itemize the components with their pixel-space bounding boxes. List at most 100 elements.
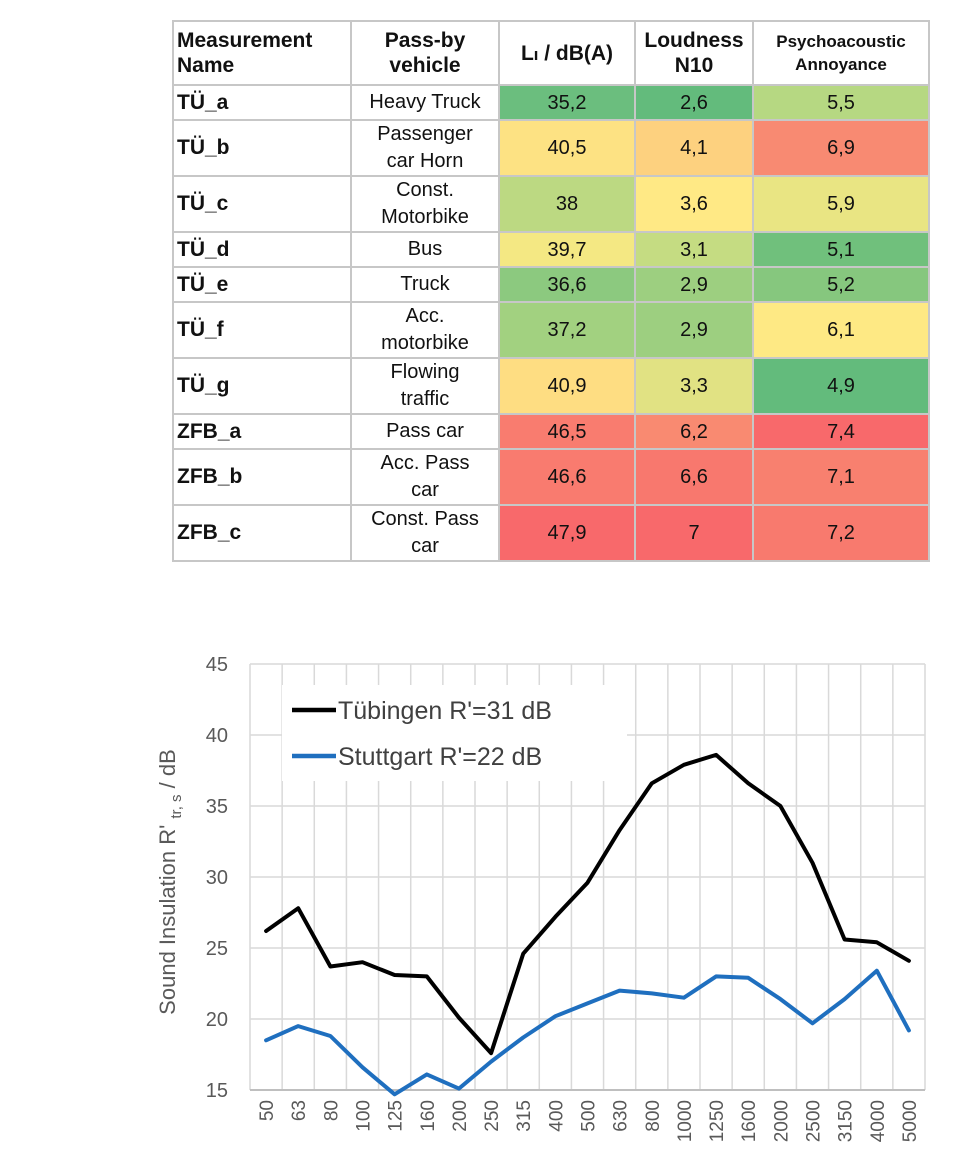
x-tick-label: 315: [514, 1100, 535, 1132]
x-tick-label: 5000: [900, 1100, 921, 1142]
x-tick-labels: 50 63 80 100 125 160 200 250 315 400 500 630 800 1000…: [257, 1100, 921, 1142]
table-row: TÜ_f Acc. motorbike 37,2 2,9 6,1: [172, 301, 930, 359]
cell-measurement-name: TÜ_b: [172, 119, 352, 177]
table-row: TÜ_d Bus 39,7 3,1 5,1: [172, 231, 930, 268]
table-body: TÜ_a Heavy Truck 35,2 2,6 5,5 TÜ_b Passenger ca…: [172, 84, 930, 562]
cell-measurement-name: TÜ_g: [172, 357, 352, 415]
x-tick-label: 3150: [836, 1100, 857, 1142]
x-tick-label: 1000: [675, 1100, 696, 1142]
cell-vehicle: Const. Motorbike: [350, 175, 500, 233]
header-level: Lₗ / dB(A): [498, 20, 636, 86]
y-tick-label: 20: [206, 1009, 228, 1031]
cell-vehicle: Acc. Pass car: [350, 448, 500, 506]
cell-level: 39,7: [498, 231, 636, 268]
cell-level: 47,9: [498, 504, 636, 562]
cell-loudness: 6,6: [634, 448, 754, 506]
cell-vehicle: Const. Pass car: [350, 504, 500, 562]
cell-vehicle: Passenger car Horn: [350, 119, 500, 177]
cell-measurement-name: TÜ_c: [172, 175, 352, 233]
header-annoyance: Psychoacoustic Annoyance: [752, 20, 930, 86]
cell-annoyance: 5,2: [752, 266, 930, 303]
table-row: TÜ_g Flowing traffic 40,9 3,3 4,9: [172, 357, 930, 415]
x-tick-label: 125: [386, 1100, 407, 1132]
cell-annoyance: 4,9: [752, 357, 930, 415]
cell-level: 46,6: [498, 448, 636, 506]
y-tick-label: 15: [206, 1080, 228, 1102]
cell-measurement-name: TÜ_e: [172, 266, 352, 303]
cell-loudness: 3,1: [634, 231, 754, 268]
chart-legend: Tübingen R'=31 dB Stuttgart R'=22 dB: [282, 685, 627, 781]
cell-measurement-name: TÜ_a: [172, 84, 352, 121]
x-tick-label: 4000: [868, 1100, 889, 1142]
table-row: ZFB_c Const. Pass car 47,9 7 7,2: [172, 504, 930, 562]
x-tick-label: 200: [450, 1100, 471, 1132]
x-tick-label: 63: [289, 1100, 310, 1121]
cell-measurement-name: TÜ_f: [172, 301, 352, 359]
y-tick-label: 35: [206, 796, 228, 818]
cell-loudness: 2,9: [634, 266, 754, 303]
cell-vehicle: Truck: [350, 266, 500, 303]
cell-annoyance: 6,9: [752, 119, 930, 177]
cell-loudness: 3,3: [634, 357, 754, 415]
cell-vehicle: Bus: [350, 231, 500, 268]
cell-vehicle: Acc. motorbike: [350, 301, 500, 359]
header-loudness: Loudness N10: [634, 20, 754, 86]
cell-annoyance: 5,1: [752, 231, 930, 268]
cell-measurement-name: ZFB_a: [172, 413, 352, 450]
cell-vehicle: Pass car: [350, 413, 500, 450]
x-tick-label: 100: [354, 1100, 375, 1132]
x-tick-label: 2000: [771, 1100, 792, 1142]
cell-vehicle: Flowing traffic: [350, 357, 500, 415]
table-row: ZFB_b Acc. Pass car 46,6 6,6 7,1: [172, 448, 930, 506]
x-tick-label: 1600: [739, 1100, 760, 1142]
cell-level: 37,2: [498, 301, 636, 359]
cell-annoyance: 6,1: [752, 301, 930, 359]
cell-measurement-name: ZFB_c: [172, 504, 352, 562]
cell-level: 38: [498, 175, 636, 233]
cell-loudness: 2,9: [634, 301, 754, 359]
cell-loudness: 4,1: [634, 119, 754, 177]
cell-level: 35,2: [498, 84, 636, 121]
legend-background: [282, 685, 627, 781]
table-row: TÜ_c Const. Motorbike 38 3,6 5,9: [172, 175, 930, 233]
sound-insulation-chart: 15 20 25 30 35 40 45 50 63 80 100 125 160 200 250 315 4…: [155, 654, 926, 1142]
x-tick-label: 50: [257, 1100, 278, 1121]
series-line-tubingen: [264, 752, 911, 1056]
x-tick-label: 1250: [707, 1100, 728, 1142]
y-tick-label: 45: [206, 654, 228, 676]
cell-measurement-name: TÜ_d: [172, 231, 352, 268]
legend-label: Stuttgart R'=22 dB: [338, 743, 542, 771]
cell-level: 46,5: [498, 413, 636, 450]
cell-annoyance: 7,4: [752, 413, 930, 450]
cell-annoyance: 7,1: [752, 448, 930, 506]
cell-loudness: 7: [634, 504, 754, 562]
x-tick-label: 250: [482, 1100, 503, 1132]
x-tick-label: 160: [418, 1100, 439, 1132]
table-row: TÜ_e Truck 36,6 2,9 5,2: [172, 266, 930, 303]
series-line-stuttgart: [264, 968, 911, 1097]
legend-label: Tübingen R'=31 dB: [338, 697, 552, 725]
table-header-row: Measurement Name Pass-by vehicle Lₗ / dB(A…: [172, 20, 930, 86]
x-tick-label: 500: [579, 1100, 600, 1132]
x-tick-label: 800: [643, 1100, 664, 1132]
cell-measurement-name: ZFB_b: [172, 448, 352, 506]
y-tick-labels: 15 20 25 30 35 40 45: [206, 654, 228, 1102]
cell-level: 40,5: [498, 119, 636, 177]
cell-loudness: 2,6: [634, 84, 754, 121]
y-tick-label: 30: [206, 867, 228, 889]
x-tick-label: 400: [546, 1100, 567, 1132]
header-vehicle: Pass-by vehicle: [350, 20, 500, 86]
cell-annoyance: 5,5: [752, 84, 930, 121]
table-row: TÜ_a Heavy Truck 35,2 2,6 5,5: [172, 84, 930, 121]
cell-loudness: 6,2: [634, 413, 754, 450]
x-tick-label: 2500: [804, 1100, 825, 1142]
x-tick-label: 630: [611, 1100, 632, 1132]
cell-annoyance: 5,9: [752, 175, 930, 233]
header-measurement-name: Measurement Name: [172, 20, 352, 86]
cell-loudness: 3,6: [634, 175, 754, 233]
x-tick-label: 80: [321, 1100, 342, 1121]
cell-annoyance: 7,2: [752, 504, 930, 562]
y-tick-label: 25: [206, 938, 228, 960]
series-lines: [264, 752, 911, 1097]
cell-level: 36,6: [498, 266, 636, 303]
